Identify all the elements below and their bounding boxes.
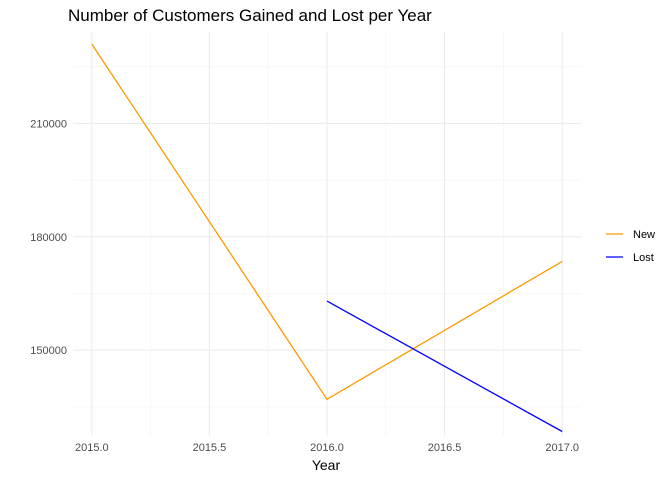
- y-tick-label: 180000: [30, 232, 67, 244]
- y-tick-label: 150000: [30, 345, 67, 357]
- x-axis-ticks: 2015.0 2015.5 2016.0 2016.5 2017.0: [75, 442, 579, 454]
- x-tick-label: 2015.0: [75, 442, 109, 454]
- major-gridlines: [73, 32, 581, 436]
- legend-label-new: New: [633, 229, 655, 241]
- x-tick-label: 2016.0: [310, 442, 344, 454]
- y-axis-ticks: 150000 180000 210000: [30, 118, 67, 357]
- chart-title: Number of Customers Gained and Lost per …: [68, 6, 432, 25]
- x-axis-title: Year: [312, 457, 341, 473]
- y-tick-label: 210000: [30, 118, 67, 130]
- series-line-lost: [326, 300, 563, 433]
- series-line-new: [91, 43, 563, 401]
- x-tick-label: 2016.5: [428, 442, 462, 454]
- legend: New Lost: [606, 229, 655, 264]
- x-tick-label: 2015.5: [193, 442, 227, 454]
- legend-label-lost: Lost: [633, 252, 654, 264]
- series-lines: [91, 43, 563, 433]
- x-tick-label: 2017.0: [545, 442, 579, 454]
